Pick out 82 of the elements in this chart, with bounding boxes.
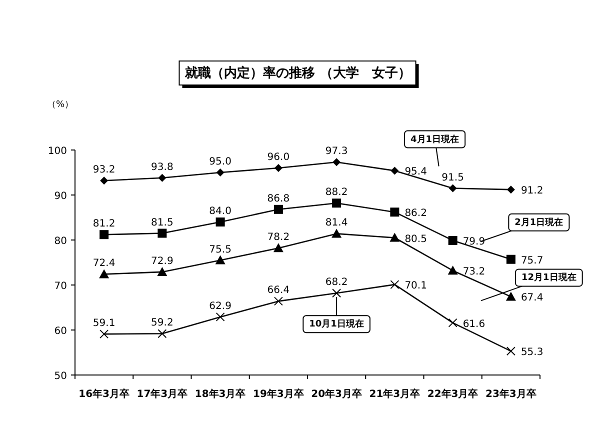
point bbox=[157, 266, 168, 276]
point bbox=[332, 158, 341, 166]
data-label: 95.4 bbox=[404, 166, 427, 178]
x-tick-label: 22年3月卒 bbox=[427, 388, 478, 400]
y-tick-label: 60 bbox=[54, 326, 67, 337]
point bbox=[506, 254, 516, 264]
data-label: 78.2 bbox=[267, 232, 290, 244]
data-label: 59.1 bbox=[92, 318, 116, 330]
point bbox=[158, 228, 167, 238]
point bbox=[332, 288, 342, 298]
data-label: 62.9 bbox=[209, 300, 232, 312]
point bbox=[332, 198, 342, 208]
data-label: 86.2 bbox=[404, 208, 427, 220]
point bbox=[216, 312, 225, 322]
data-label: 84.0 bbox=[209, 206, 232, 217]
point bbox=[506, 346, 516, 356]
point bbox=[506, 292, 516, 301]
point bbox=[158, 174, 166, 182]
point bbox=[274, 204, 283, 214]
data-label: 73.2 bbox=[462, 266, 486, 278]
data-label: 96.0 bbox=[267, 152, 290, 163]
point bbox=[274, 296, 283, 306]
point bbox=[390, 232, 400, 242]
data-label: 95.0 bbox=[209, 156, 232, 168]
point bbox=[390, 208, 400, 217]
data-label: 81.2 bbox=[92, 218, 116, 230]
y-tick-label: 80 bbox=[54, 236, 67, 247]
point bbox=[448, 318, 458, 328]
data-label: 66.4 bbox=[267, 285, 290, 296]
data-label: 72.4 bbox=[92, 258, 116, 270]
point bbox=[448, 236, 458, 245]
data-label: 81.4 bbox=[325, 218, 348, 229]
data-label: 68.2 bbox=[325, 277, 348, 288]
data-label: 91.2 bbox=[520, 186, 544, 197]
data-label: 97.3 bbox=[325, 146, 348, 158]
data-label: 93.2 bbox=[92, 164, 116, 176]
point bbox=[273, 243, 284, 252]
x-tick-label: 23年3月卒 bbox=[486, 388, 536, 400]
data-label: 81.5 bbox=[151, 217, 174, 228]
point bbox=[390, 280, 400, 290]
x-tick-label: 19年3月卒 bbox=[253, 388, 304, 400]
data-label: 67.4 bbox=[520, 292, 544, 304]
data-label: 86.8 bbox=[267, 193, 290, 204]
x-tick-label: 21年3月卒 bbox=[369, 388, 420, 400]
point bbox=[215, 255, 226, 264]
point bbox=[100, 230, 109, 240]
point bbox=[158, 329, 167, 338]
x-tick-label: 18年3月卒 bbox=[194, 388, 246, 400]
point bbox=[216, 218, 225, 226]
point bbox=[448, 184, 457, 192]
data-label: 93.8 bbox=[151, 162, 174, 173]
data-label: 80.5 bbox=[404, 234, 427, 245]
point bbox=[506, 186, 515, 194]
point bbox=[332, 228, 342, 238]
series-label: 12月1日現在 bbox=[522, 272, 576, 284]
point bbox=[274, 164, 282, 172]
y-tick-label: 100 bbox=[48, 146, 67, 157]
x-tick-label: 16年3月卒 bbox=[78, 388, 130, 400]
y-axis-title: （%） bbox=[47, 100, 74, 110]
x-tick-label: 20年3月卒 bbox=[311, 388, 362, 400]
y-tick-label: 90 bbox=[54, 191, 67, 202]
data-label: 91.5 bbox=[442, 172, 464, 184]
chart-title: 就職（内定）率の推移 （大学 女子） bbox=[184, 65, 411, 81]
y-tick-label: 50 bbox=[54, 371, 67, 382]
point bbox=[99, 269, 110, 278]
point bbox=[448, 266, 458, 275]
x-tick-label: 17年3月卒 bbox=[136, 388, 188, 400]
point bbox=[390, 166, 399, 175]
point bbox=[216, 168, 224, 176]
data-label: 59.2 bbox=[151, 318, 174, 329]
title: 就職（内定）率の推移 （大学 女子） bbox=[178, 60, 419, 88]
data-label: 75.5 bbox=[209, 244, 232, 256]
point bbox=[100, 330, 109, 339]
data-label: 72.9 bbox=[151, 256, 174, 267]
data-label: 61.6 bbox=[462, 318, 486, 330]
y-tick-label: 70 bbox=[54, 281, 67, 292]
data-label: 70.1 bbox=[404, 280, 427, 292]
data-label: 88.2 bbox=[325, 187, 348, 198]
data-label: 55.3 bbox=[520, 347, 544, 358]
point bbox=[100, 176, 108, 185]
data-label: 75.7 bbox=[520, 255, 544, 266]
data-label: 79.9 bbox=[462, 236, 486, 248]
